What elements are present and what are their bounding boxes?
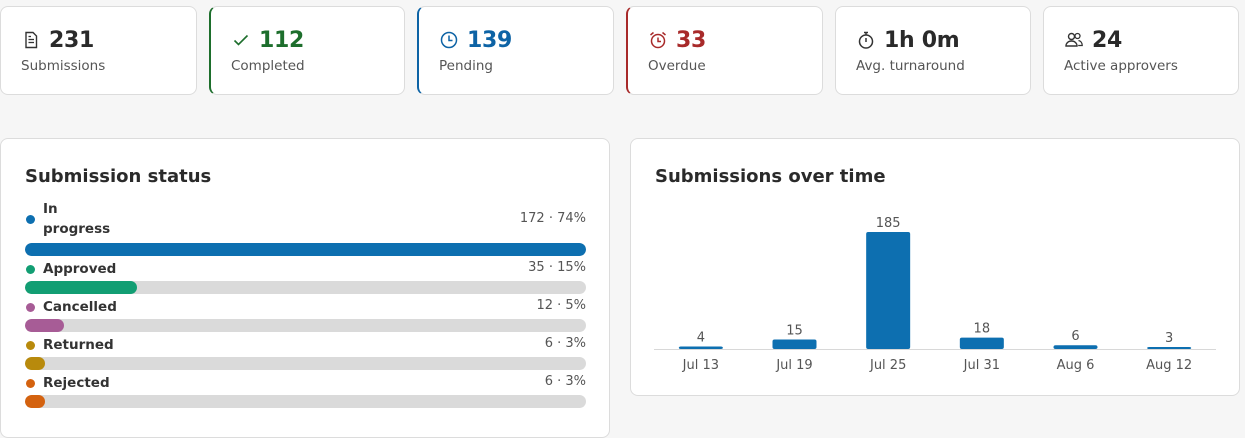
status-value: 6 · 3% [544,374,586,389]
chart-bar[interactable] [1147,347,1192,349]
stat-label: Completed [231,58,305,74]
bar-value-label: 3 [1165,331,1173,346]
status-row-header: Rejected 6 · 3% [25,373,586,391]
x-tick-label: Jul 31 [963,358,1000,373]
x-tick-label: Aug 12 [1146,358,1192,373]
bar-value-label: 18 [974,322,991,337]
stat-card-active-approvers: 24 Active approvers [1043,6,1239,95]
chart-bar[interactable] [678,346,723,349]
status-dot-icon [26,265,35,274]
status-bar-fill [25,395,45,408]
status-bar-fill [25,281,138,294]
stat-value: 24 [1092,27,1123,53]
x-tick-label: Jul 25 [869,358,906,373]
stat-card-completed: 112 Completed [209,6,405,95]
status-bar-track [25,243,586,256]
stat-label: Avg. turnaround [856,58,965,74]
stat-label: Pending [439,58,493,74]
stat-value: 112 [259,27,305,53]
users-icon [1064,30,1084,50]
check-icon [231,30,251,50]
status-value: 12 · 5% [536,298,586,313]
document-icon [21,30,41,50]
status-row-header: Returned 6 · 3% [25,335,586,353]
chart-bar[interactable] [1053,345,1098,349]
status-dot-icon [26,303,35,312]
status-row-header: Cancelled 12 · 5% [25,297,586,315]
stat-value: 33 [676,27,707,53]
status-bar-track [25,281,586,294]
stat-card-submissions: 231 Submissions [0,6,197,95]
status-dot-icon [26,215,35,224]
status-name: In progress [43,201,111,237]
stat-value: 1h 0m [884,27,960,53]
submissions-over-time-card: Submissions over time 4 Jul 13 15 Jul 19 185… [630,138,1240,396]
status-bar-fill [25,243,586,256]
chart-bar[interactable] [772,339,817,349]
submission-status-card: Submission status In progress 172 · 74% Ap… [0,138,610,438]
status-name: Returned [43,337,114,353]
status-bar-track [25,357,586,370]
status-name: Cancelled [43,299,117,315]
status-value: 172 · 74% [519,211,586,226]
x-tick-label: Aug 6 [1057,358,1095,373]
stat-value: 139 [467,27,513,53]
status-value: 35 · 15% [528,260,586,275]
status-value: 6 · 3% [544,336,586,351]
submissions-bar-chart: 4 Jul 13 15 Jul 19 185 Jul 25 18 Jul 31 6 Aug 6 3 A… [654,216,1216,373]
status-name: Rejected [43,375,110,391]
stat-card-pending: 139 Pending [417,6,614,95]
x-tick-label: Jul 13 [682,358,719,373]
bar-value-label: 185 [876,216,901,231]
clock-icon [439,30,459,50]
stat-label: Overdue [648,58,706,74]
stopwatch-icon [856,30,876,50]
chart-bar[interactable] [866,232,911,349]
stat-label: Active approvers [1064,58,1178,74]
bar-value-label: 4 [697,330,705,345]
card-title: Submissions over time [655,166,886,187]
x-tick-label: Jul 19 [775,358,812,373]
status-name: Approved [43,261,117,277]
status-dot-icon [26,341,35,350]
status-bar-track [25,395,586,408]
stat-value: 231 [49,27,95,53]
card-title: Submission status [25,166,212,187]
stat-card-overdue: 33 Overdue [626,6,823,95]
stats-row: 231 Submissions 112 Completed 139 Pendin… [0,6,1245,95]
chart-bar[interactable] [959,337,1004,349]
bar-value-label: 15 [786,324,803,339]
stat-card-avg-turnaround: 1h 0m Avg. turnaround [835,6,1031,95]
status-bar-fill [25,319,65,332]
status-bar-fill [25,357,45,370]
alarm-icon [648,30,668,50]
status-dot-icon [26,379,35,388]
stat-label: Submissions [21,58,106,74]
status-bar-track [25,319,586,332]
status-row-header: Approved 35 · 15% [25,259,586,277]
bar-value-label: 6 [1071,329,1079,344]
status-row-header: In progress 172 · 74% [25,201,586,237]
